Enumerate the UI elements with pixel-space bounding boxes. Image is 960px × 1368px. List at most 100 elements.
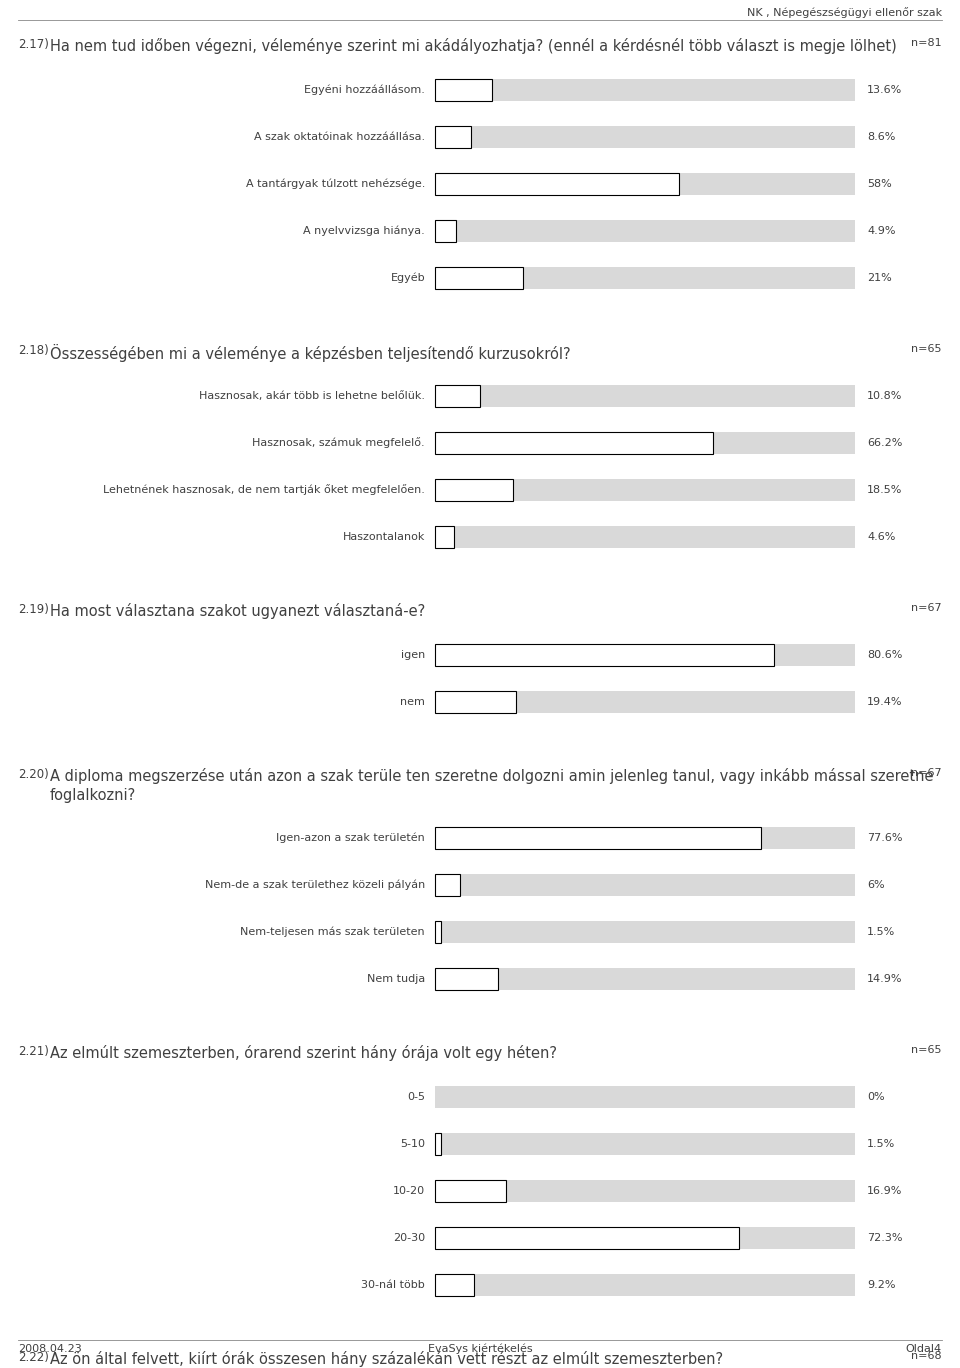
Bar xyxy=(435,172,855,196)
Bar xyxy=(435,432,855,454)
Text: 18.5%: 18.5% xyxy=(867,486,902,495)
Text: Az elmúlt szemeszterben, órarend szerint hány órája volt egy héten?: Az elmúlt szemeszterben, órarend szerint… xyxy=(50,1045,557,1062)
Bar xyxy=(435,691,855,713)
Bar xyxy=(435,921,855,943)
Bar xyxy=(435,969,855,990)
Text: A diploma megszerzése után azon a szak terüle ten szeretne dolgozni amin jelenle: A diploma megszerzése után azon a szak t… xyxy=(50,767,933,803)
Text: 5-10: 5-10 xyxy=(400,1140,425,1149)
Bar xyxy=(435,644,774,666)
Bar xyxy=(435,828,761,850)
Bar xyxy=(435,969,497,990)
Text: 2008.04.23: 2008.04.23 xyxy=(18,1343,82,1354)
Bar xyxy=(435,1181,855,1202)
Text: 0%: 0% xyxy=(867,1092,884,1103)
Bar xyxy=(435,1086,855,1108)
Text: 2.18): 2.18) xyxy=(18,343,49,357)
Text: EvaSys kiértékelés: EvaSys kiértékelés xyxy=(428,1343,532,1354)
Text: Az ön által felvett, kiírt órák összesen hány százalékán vett részt az elmúlt sz: Az ön által felvett, kiírt órák összesen… xyxy=(50,1352,723,1367)
Bar xyxy=(435,1133,442,1155)
Text: Oldal4: Oldal4 xyxy=(906,1343,942,1354)
Text: 9.2%: 9.2% xyxy=(867,1280,896,1290)
Text: 2.19): 2.19) xyxy=(18,603,49,616)
Text: n=65: n=65 xyxy=(911,343,942,354)
Bar xyxy=(435,267,523,289)
Text: 0-5: 0-5 xyxy=(407,1092,425,1103)
Bar xyxy=(435,1274,855,1295)
Text: Összességében mi a véleménye a képzésben teljesítendő kurzusokról?: Összességében mi a véleménye a képzésben… xyxy=(50,343,570,363)
Text: Lehetnének hasznosak, de nem tartják őket megfelelően.: Lehetnének hasznosak, de nem tartják őke… xyxy=(103,484,425,495)
Bar xyxy=(435,644,855,666)
Text: 13.6%: 13.6% xyxy=(867,85,902,94)
Text: igen: igen xyxy=(400,650,425,659)
Text: n=65: n=65 xyxy=(911,1045,942,1055)
Text: 10.8%: 10.8% xyxy=(867,391,902,401)
Bar xyxy=(435,220,855,242)
Bar xyxy=(435,126,855,148)
Text: 2.20): 2.20) xyxy=(18,767,49,781)
Text: 21%: 21% xyxy=(867,274,892,283)
Text: Hasznosak, számuk megfelelő.: Hasznosak, számuk megfelelő. xyxy=(252,438,425,449)
Text: 10-20: 10-20 xyxy=(393,1186,425,1196)
Text: 72.3%: 72.3% xyxy=(867,1233,902,1244)
Text: n=68: n=68 xyxy=(911,1352,942,1361)
Bar xyxy=(435,1133,855,1155)
Text: nem: nem xyxy=(400,698,425,707)
Bar xyxy=(435,384,855,408)
Text: 80.6%: 80.6% xyxy=(867,650,902,659)
Text: Nem-teljesen más szak területen: Nem-teljesen más szak területen xyxy=(240,926,425,937)
Text: 2.21): 2.21) xyxy=(18,1045,49,1057)
Text: 16.9%: 16.9% xyxy=(867,1186,902,1196)
Bar xyxy=(435,432,713,454)
Text: 66.2%: 66.2% xyxy=(867,438,902,447)
Text: 1.5%: 1.5% xyxy=(867,1140,896,1149)
Text: n=67: n=67 xyxy=(911,603,942,613)
Text: 6%: 6% xyxy=(867,880,884,891)
Text: 20-30: 20-30 xyxy=(393,1233,425,1244)
Bar xyxy=(435,527,454,549)
Bar xyxy=(435,220,456,242)
Text: n=67: n=67 xyxy=(911,767,942,778)
Text: Nem-de a szak területhez közeli pályán: Nem-de a szak területhez közeli pályán xyxy=(204,880,425,891)
Text: Hasznosak, akár több is lehetne belőlük.: Hasznosak, akár több is lehetne belőlük. xyxy=(199,391,425,401)
Bar xyxy=(435,921,442,943)
Text: Egyéni hozzáállásom.: Egyéni hozzáállásom. xyxy=(304,85,425,96)
Text: 8.6%: 8.6% xyxy=(867,131,896,142)
Text: n=81: n=81 xyxy=(911,38,942,48)
Text: 14.9%: 14.9% xyxy=(867,974,902,984)
Bar xyxy=(435,126,471,148)
Bar xyxy=(435,1227,855,1249)
Bar xyxy=(435,527,855,549)
Text: A szak oktatóinak hozzáállása.: A szak oktatóinak hozzáállása. xyxy=(253,131,425,142)
Bar xyxy=(435,691,516,713)
Text: 77.6%: 77.6% xyxy=(867,833,902,843)
Text: A tantárgyak túlzott nehézsége.: A tantárgyak túlzott nehézsége. xyxy=(246,179,425,189)
Bar xyxy=(435,79,492,101)
Text: Ha nem tud időben végezni, véleménye szerint mi akádályozhatja? (ennél a kérdésn: Ha nem tud időben végezni, véleménye sze… xyxy=(50,38,897,53)
Bar xyxy=(435,479,855,501)
Text: 4.6%: 4.6% xyxy=(867,532,896,542)
Bar xyxy=(435,1274,473,1295)
Text: 1.5%: 1.5% xyxy=(867,928,896,937)
Text: 30-nál több: 30-nál több xyxy=(361,1280,425,1290)
Bar xyxy=(435,267,855,289)
Bar xyxy=(435,828,855,850)
Bar xyxy=(435,384,480,408)
Text: 19.4%: 19.4% xyxy=(867,698,902,707)
Text: 4.9%: 4.9% xyxy=(867,226,896,237)
Text: Egyéb: Egyéb xyxy=(391,272,425,283)
Bar xyxy=(435,1227,738,1249)
Text: Igen-azon a szak területén: Igen-azon a szak területén xyxy=(276,833,425,843)
Bar xyxy=(435,479,513,501)
Bar xyxy=(435,172,679,196)
Bar xyxy=(435,79,855,101)
Text: A nyelvvizsga hiánya.: A nyelvvizsga hiánya. xyxy=(303,226,425,237)
Text: Haszontalanok: Haszontalanok xyxy=(343,532,425,542)
Text: NK , Népegészségügyi ellenőr szak: NK , Népegészségügyi ellenőr szak xyxy=(747,7,942,18)
Text: 2.22): 2.22) xyxy=(18,1352,49,1364)
Text: Nem tudja: Nem tudja xyxy=(367,974,425,984)
Bar xyxy=(435,874,460,896)
Text: 58%: 58% xyxy=(867,179,892,189)
Text: Ha most választana szakot ugyanezt választaná-e?: Ha most választana szakot ugyanezt válas… xyxy=(50,603,425,618)
Text: 2.17): 2.17) xyxy=(18,38,49,51)
Bar xyxy=(435,1181,506,1202)
